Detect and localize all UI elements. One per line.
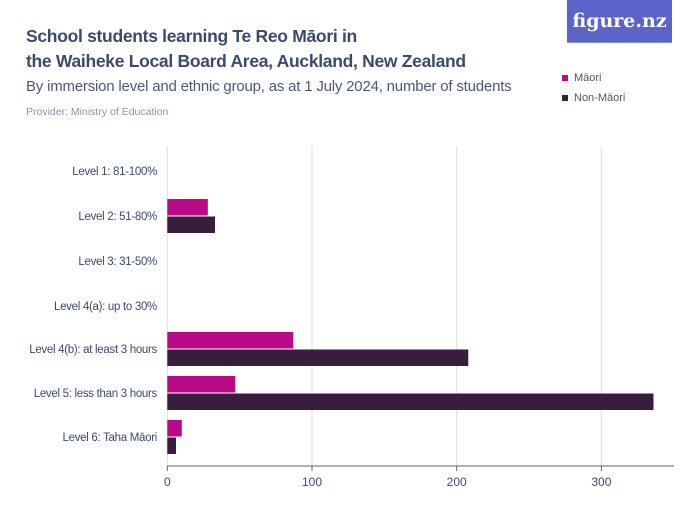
category-label: Level 3: 31-50% bbox=[78, 256, 157, 268]
legend-swatch-maori bbox=[562, 75, 568, 81]
legend-swatch-non-maori bbox=[562, 95, 568, 101]
title-line-1: School students learning Te Reo Māori in bbox=[26, 26, 357, 46]
category-label: Level 1: 81-100% bbox=[72, 166, 157, 178]
bar-non-maori bbox=[167, 393, 654, 410]
figure-nz-logo[interactable]: figure.nz bbox=[567, 0, 672, 43]
provider-text: Provider: Ministry of Education bbox=[26, 106, 169, 118]
legend-item-maori: Māori bbox=[562, 68, 625, 88]
title-line-2: the Waiheke Local Board Area, Auckland, … bbox=[26, 51, 466, 71]
category-label: Level 2: 51-80% bbox=[78, 211, 157, 223]
bar-maori bbox=[167, 332, 294, 349]
bar-maori bbox=[167, 199, 208, 216]
category-label: Level 4(a): up to 30% bbox=[54, 301, 157, 313]
category-label: Level 6: Taha Māori bbox=[63, 432, 157, 444]
bar-maori bbox=[167, 420, 182, 437]
legend-label-non-maori: Non-Māori bbox=[574, 92, 626, 104]
bar-maori bbox=[167, 376, 236, 393]
category-label: Level 4(b): at least 3 hours bbox=[29, 344, 157, 356]
bar-non-maori bbox=[167, 437, 176, 454]
category-label: Level 5: less than 3 hours bbox=[34, 388, 158, 400]
x-tick-label: 100 bbox=[302, 475, 322, 489]
bar-non-maori bbox=[167, 216, 216, 233]
x-tick-label: 0 bbox=[164, 475, 171, 489]
x-tick-label: 300 bbox=[591, 475, 611, 489]
legend-label-maori: Māori bbox=[574, 72, 602, 84]
chart-subtitle: By immersion level and ethnic group, as … bbox=[26, 78, 512, 95]
bar-non-maori bbox=[167, 349, 469, 366]
legend: Māori Non-Māori bbox=[562, 68, 625, 108]
legend-item-non-maori: Non-Māori bbox=[562, 88, 625, 108]
x-tick-label: 200 bbox=[447, 475, 467, 489]
chart-title: School students learning Te Reo Māori in… bbox=[26, 24, 466, 74]
